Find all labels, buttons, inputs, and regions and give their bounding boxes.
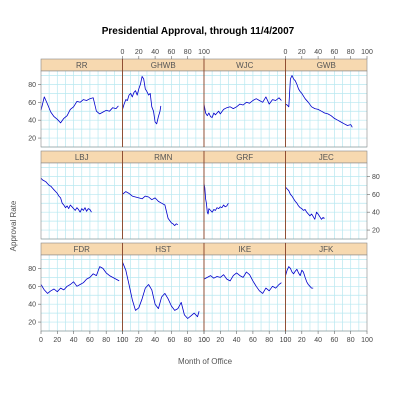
x-tick-label: 60	[86, 337, 94, 344]
x-tick-label-top: 40	[151, 49, 159, 56]
x-tick-label: 80	[265, 337, 273, 344]
panel-gwb: GWB	[285, 58, 368, 148]
series-line-lbj	[40, 177, 92, 213]
x-tick-label-top: 80	[347, 49, 355, 56]
x-tick-label-top: 100	[198, 49, 210, 56]
panel-title: FDR	[74, 245, 91, 254]
panel-title: GRF	[236, 153, 253, 162]
x-tick-label: 20	[135, 337, 143, 344]
series-line-jec	[285, 186, 325, 220]
x-tick-label: 100	[117, 337, 129, 344]
panel-title: GHWB	[151, 61, 176, 70]
x-tick-label-top: 60	[168, 49, 176, 56]
series-line-rmn	[122, 191, 179, 226]
panel-title: IKE	[238, 245, 251, 254]
x-tick-label-top: 40	[314, 49, 322, 56]
x-tick-label: 100	[361, 337, 373, 344]
series-line-rr	[40, 96, 119, 124]
y-tick-label: 60	[28, 284, 36, 291]
x-tick-label-top: 0	[121, 49, 125, 56]
x-tick-label-top: 0	[284, 49, 288, 56]
y-tick-label: 80	[28, 82, 36, 89]
x-tick-label: 60	[249, 337, 257, 344]
panel-title: GWB	[317, 61, 336, 70]
x-tick-label: 0	[39, 337, 43, 344]
x-tick-label: 40	[233, 337, 241, 344]
x-tick-label-top: 60	[331, 49, 339, 56]
panel-jfk: JFK	[285, 242, 368, 332]
x-tick-label: 100	[280, 337, 292, 344]
x-tick-label: 60	[168, 337, 176, 344]
y-tick-label: 20	[28, 320, 36, 327]
panel-title: WJC	[236, 61, 254, 70]
panel-grf: GRF	[203, 150, 286, 240]
chart-title: Presidential Approval, through 11/4/2007	[102, 26, 295, 37]
series-line-fdr	[40, 266, 120, 294]
panel-title: LBJ	[75, 153, 89, 162]
x-tick-label: 0	[202, 337, 206, 344]
y-tick-label: 60	[372, 192, 380, 199]
panels-group: RR GHWB WJC GWB LBJ RMN GRF JEC FDR HST IKE JFK	[40, 58, 368, 332]
x-tick-label: 0	[284, 337, 288, 344]
x-tick-label: 20	[298, 337, 306, 344]
x-tick-label-top: 20	[135, 49, 143, 56]
series-line-ike	[203, 271, 282, 294]
panel-ike: IKE	[203, 242, 286, 332]
panel-jec: JEC	[285, 150, 368, 240]
x-tick-label: 40	[314, 337, 322, 344]
x-tick-label: 40	[70, 337, 78, 344]
y-tick-label: 20	[372, 228, 380, 235]
x-tick-label-top: 100	[361, 49, 373, 56]
series-line-jfk	[285, 266, 314, 289]
y-axis-label: Approval Rate	[9, 200, 18, 251]
y-tick-label: 60	[28, 100, 36, 107]
panel-wjc: WJC	[203, 58, 286, 148]
x-tick-label: 40	[151, 337, 159, 344]
x-tick-label: 20	[216, 337, 224, 344]
y-tick-label: 40	[28, 118, 36, 125]
x-tick-label: 80	[102, 337, 110, 344]
x-tick-label: 100	[198, 337, 210, 344]
series-line-hst	[122, 262, 200, 319]
panel-title: JFK	[319, 245, 334, 254]
y-tick-label: 80	[372, 174, 380, 181]
x-tick-label: 80	[347, 337, 355, 344]
x-tick-label: 20	[53, 337, 61, 344]
panel-rr: RR	[40, 58, 123, 148]
x-tick-label-top: 80	[184, 49, 192, 56]
panel-fdr: FDR	[40, 242, 123, 332]
x-tick-label: 80	[184, 337, 192, 344]
panel-lbj: LBJ	[40, 150, 123, 240]
panel-title: RMN	[154, 153, 172, 162]
series-line-wjc	[203, 96, 282, 118]
series-line-ghwb	[122, 76, 162, 125]
x-axis-label: Month of Office	[178, 357, 233, 366]
x-tick-label: 60	[331, 337, 339, 344]
y-tick-label: 20	[28, 136, 36, 143]
panel-hst: HST	[122, 242, 205, 332]
y-tick-label: 80	[28, 266, 36, 273]
panel-title: HST	[155, 245, 171, 254]
y-tick-label: 40	[28, 302, 36, 309]
x-tick-label: 0	[121, 337, 125, 344]
x-tick-label-top: 20	[298, 49, 306, 56]
panel-rmn: RMN	[122, 150, 205, 240]
panel-title: JEC	[319, 153, 334, 162]
panel-title: RR	[76, 61, 88, 70]
panel-ghwb: GHWB	[122, 58, 205, 148]
series-line-grf	[203, 183, 229, 215]
series-line-gwb	[285, 75, 353, 128]
y-tick-label: 40	[372, 210, 380, 217]
